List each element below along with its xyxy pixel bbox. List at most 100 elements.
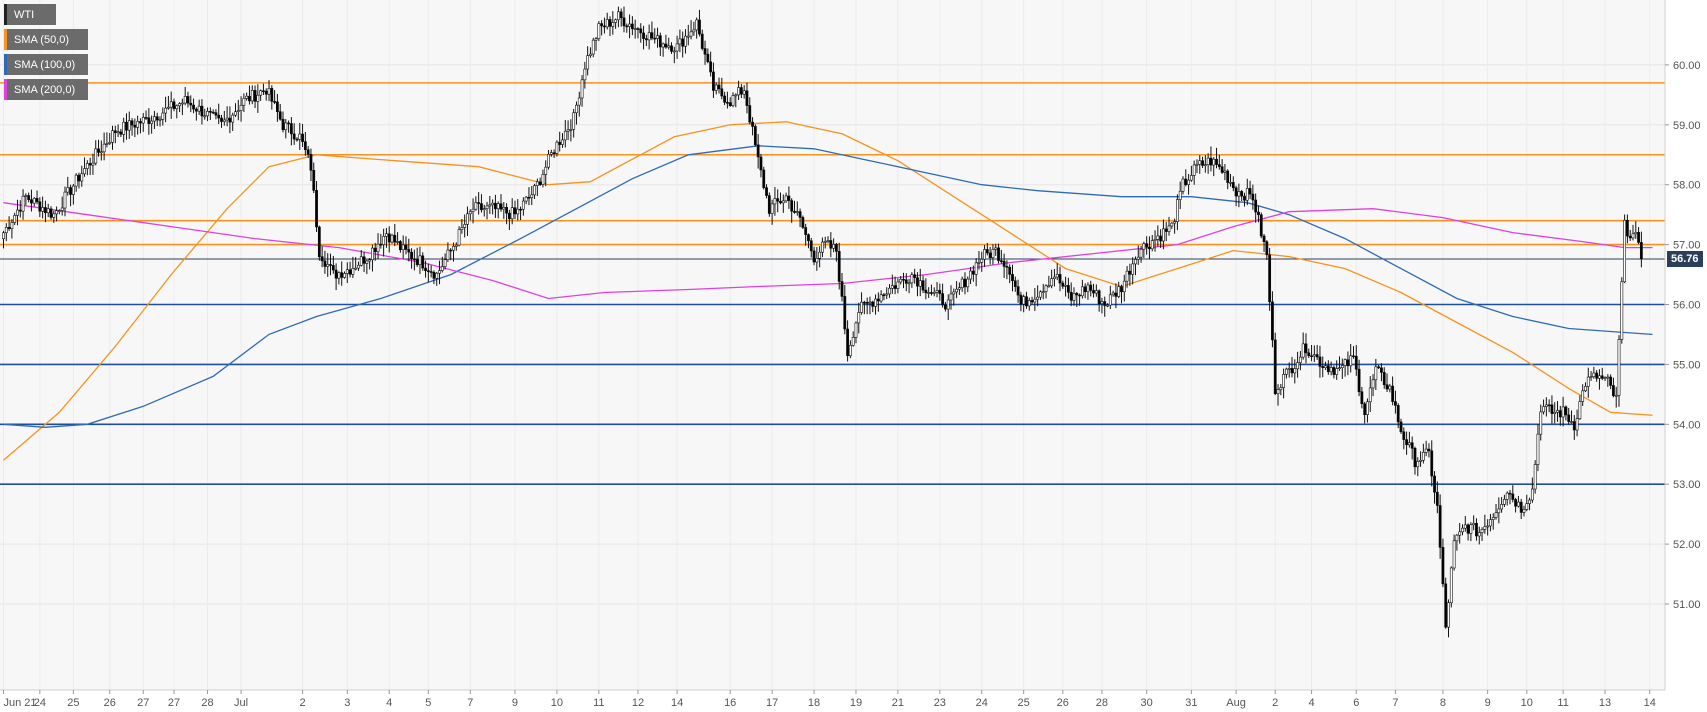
candle-body-bearish — [625, 25, 629, 28]
candle-body-bullish — [1561, 406, 1565, 418]
candle-body-bullish — [21, 195, 25, 212]
candle-body-bearish — [630, 23, 634, 30]
candle-body-bearish — [1410, 442, 1414, 449]
candle-body-bullish — [594, 38, 598, 41]
candle-body-bullish — [656, 35, 659, 39]
candle-body-bullish — [952, 291, 956, 295]
candle-body-bullish — [1080, 286, 1084, 297]
candle-body-bullish — [1111, 292, 1115, 296]
candle-body-bullish — [569, 129, 573, 131]
candle-body-bullish — [907, 282, 911, 285]
candle-body-bearish — [843, 296, 847, 330]
legend-item-wti[interactable]: WTI — [4, 4, 56, 25]
candle-body-bearish — [840, 281, 844, 297]
candle-body-bullish — [530, 194, 534, 198]
current-price-badge: 56.76 — [1667, 250, 1703, 267]
candle-body-bullish — [206, 111, 209, 117]
candle-body-bearish — [1315, 354, 1319, 358]
x-tick-label: 6 — [1353, 697, 1359, 709]
candle-body-bullish — [83, 168, 86, 175]
candle-body-bearish — [1405, 439, 1408, 446]
y-tick-label: 51.00 — [1673, 599, 1701, 611]
candle-body-bullish — [818, 251, 822, 259]
candle-body-bullish — [256, 94, 260, 102]
candle-body-bearish — [278, 111, 282, 120]
candle-body-bearish — [1413, 448, 1417, 468]
candle-body-bearish — [1259, 214, 1263, 237]
candle-body-bearish — [410, 251, 413, 260]
candle-body-bearish — [340, 272, 344, 278]
candle-body-bearish — [1201, 160, 1204, 166]
candle-body-bullish — [488, 204, 492, 207]
x-tick-label: 26 — [104, 697, 116, 709]
candle-body-bearish — [835, 243, 838, 252]
candle-body-bullish — [1022, 296, 1026, 305]
candle-body-bullish — [1469, 524, 1473, 534]
candle-body-bullish — [1575, 418, 1579, 431]
candle-body-bullish — [1053, 276, 1056, 279]
candle-body-bullish — [1388, 385, 1392, 390]
candle-body-bearish — [1444, 583, 1448, 628]
candle-body-bullish — [974, 262, 978, 275]
moving-averages — [3, 121, 1653, 461]
candle-body-bearish — [712, 71, 715, 91]
candle-body-bullish — [1598, 375, 1601, 379]
candle-body-bullish — [1461, 527, 1464, 533]
candle-body-bearish — [938, 290, 942, 294]
candle-body-bullish — [1589, 376, 1593, 378]
candle-body-bearish — [133, 124, 137, 128]
candle-body-bearish — [658, 35, 662, 48]
candle-body-bullish — [1150, 240, 1154, 250]
candle-body-bullish — [1340, 365, 1344, 368]
candle-body-bearish — [558, 141, 562, 145]
candle-body-bullish — [1055, 274, 1059, 278]
candle-body-bullish — [239, 104, 243, 111]
candle-body-bearish — [1564, 406, 1568, 416]
x-tick-label: 31 — [1185, 697, 1197, 709]
legend-item-sma-50[interactable]: SMA (50,0) — [4, 29, 88, 50]
candle-body-bullish — [770, 203, 774, 214]
legend-item-sma-100[interactable]: SMA (100,0) — [4, 54, 88, 75]
x-tick-label: 24 — [34, 697, 46, 709]
candle-body-bearish — [1061, 282, 1065, 287]
candle-body-bullish — [795, 211, 799, 213]
candle-body-bearish — [1508, 492, 1512, 495]
candle-body-bullish — [1237, 191, 1241, 197]
candle-body-bearish — [779, 200, 782, 204]
candle-body-bullish — [365, 260, 369, 264]
candle-body-bullish — [396, 241, 399, 243]
candle-body-bearish — [1466, 524, 1470, 534]
candle-body-bullish — [1139, 248, 1143, 258]
candle-body-bullish — [351, 268, 355, 275]
candle-body-bearish — [1427, 448, 1431, 452]
x-tick-label: 9 — [1485, 697, 1491, 709]
candle-body-bullish — [1282, 374, 1286, 388]
candle-body-bearish — [331, 265, 335, 271]
candle-body-bullish — [577, 97, 581, 106]
candle-body-bearish — [904, 279, 908, 284]
candle-body-bullish — [1489, 519, 1492, 527]
legend-swatch — [4, 4, 7, 25]
candle-body-bearish — [1363, 403, 1367, 415]
candle-body-bullish — [116, 131, 120, 134]
candle-body-bullish — [382, 236, 386, 245]
candle-body-bearish — [538, 181, 542, 185]
candle-body-bullish — [1198, 160, 1202, 165]
candle-body-bullish — [1606, 376, 1610, 379]
candle-body-bullish — [222, 119, 226, 122]
candle-body-bullish — [1187, 179, 1190, 185]
candle-body-bearish — [790, 200, 794, 212]
legend-item-sma-200[interactable]: SMA (200,0) — [4, 79, 88, 100]
candle-body-bearish — [809, 240, 813, 252]
candle-body-bullish — [854, 322, 858, 338]
candle-body-bullish — [63, 191, 67, 209]
candle-body-bullish — [1134, 259, 1137, 265]
x-tick-label: Aug — [1226, 697, 1246, 709]
candle-body-bearish — [323, 260, 327, 267]
candle-body-bearish — [762, 169, 766, 188]
candle-body-bearish — [1008, 266, 1012, 275]
x-tick-label: Jul — [234, 697, 248, 709]
candle-body-bearish — [1265, 241, 1269, 256]
candle-body-bearish — [1215, 158, 1218, 165]
candle-body-bullish — [1614, 395, 1618, 397]
